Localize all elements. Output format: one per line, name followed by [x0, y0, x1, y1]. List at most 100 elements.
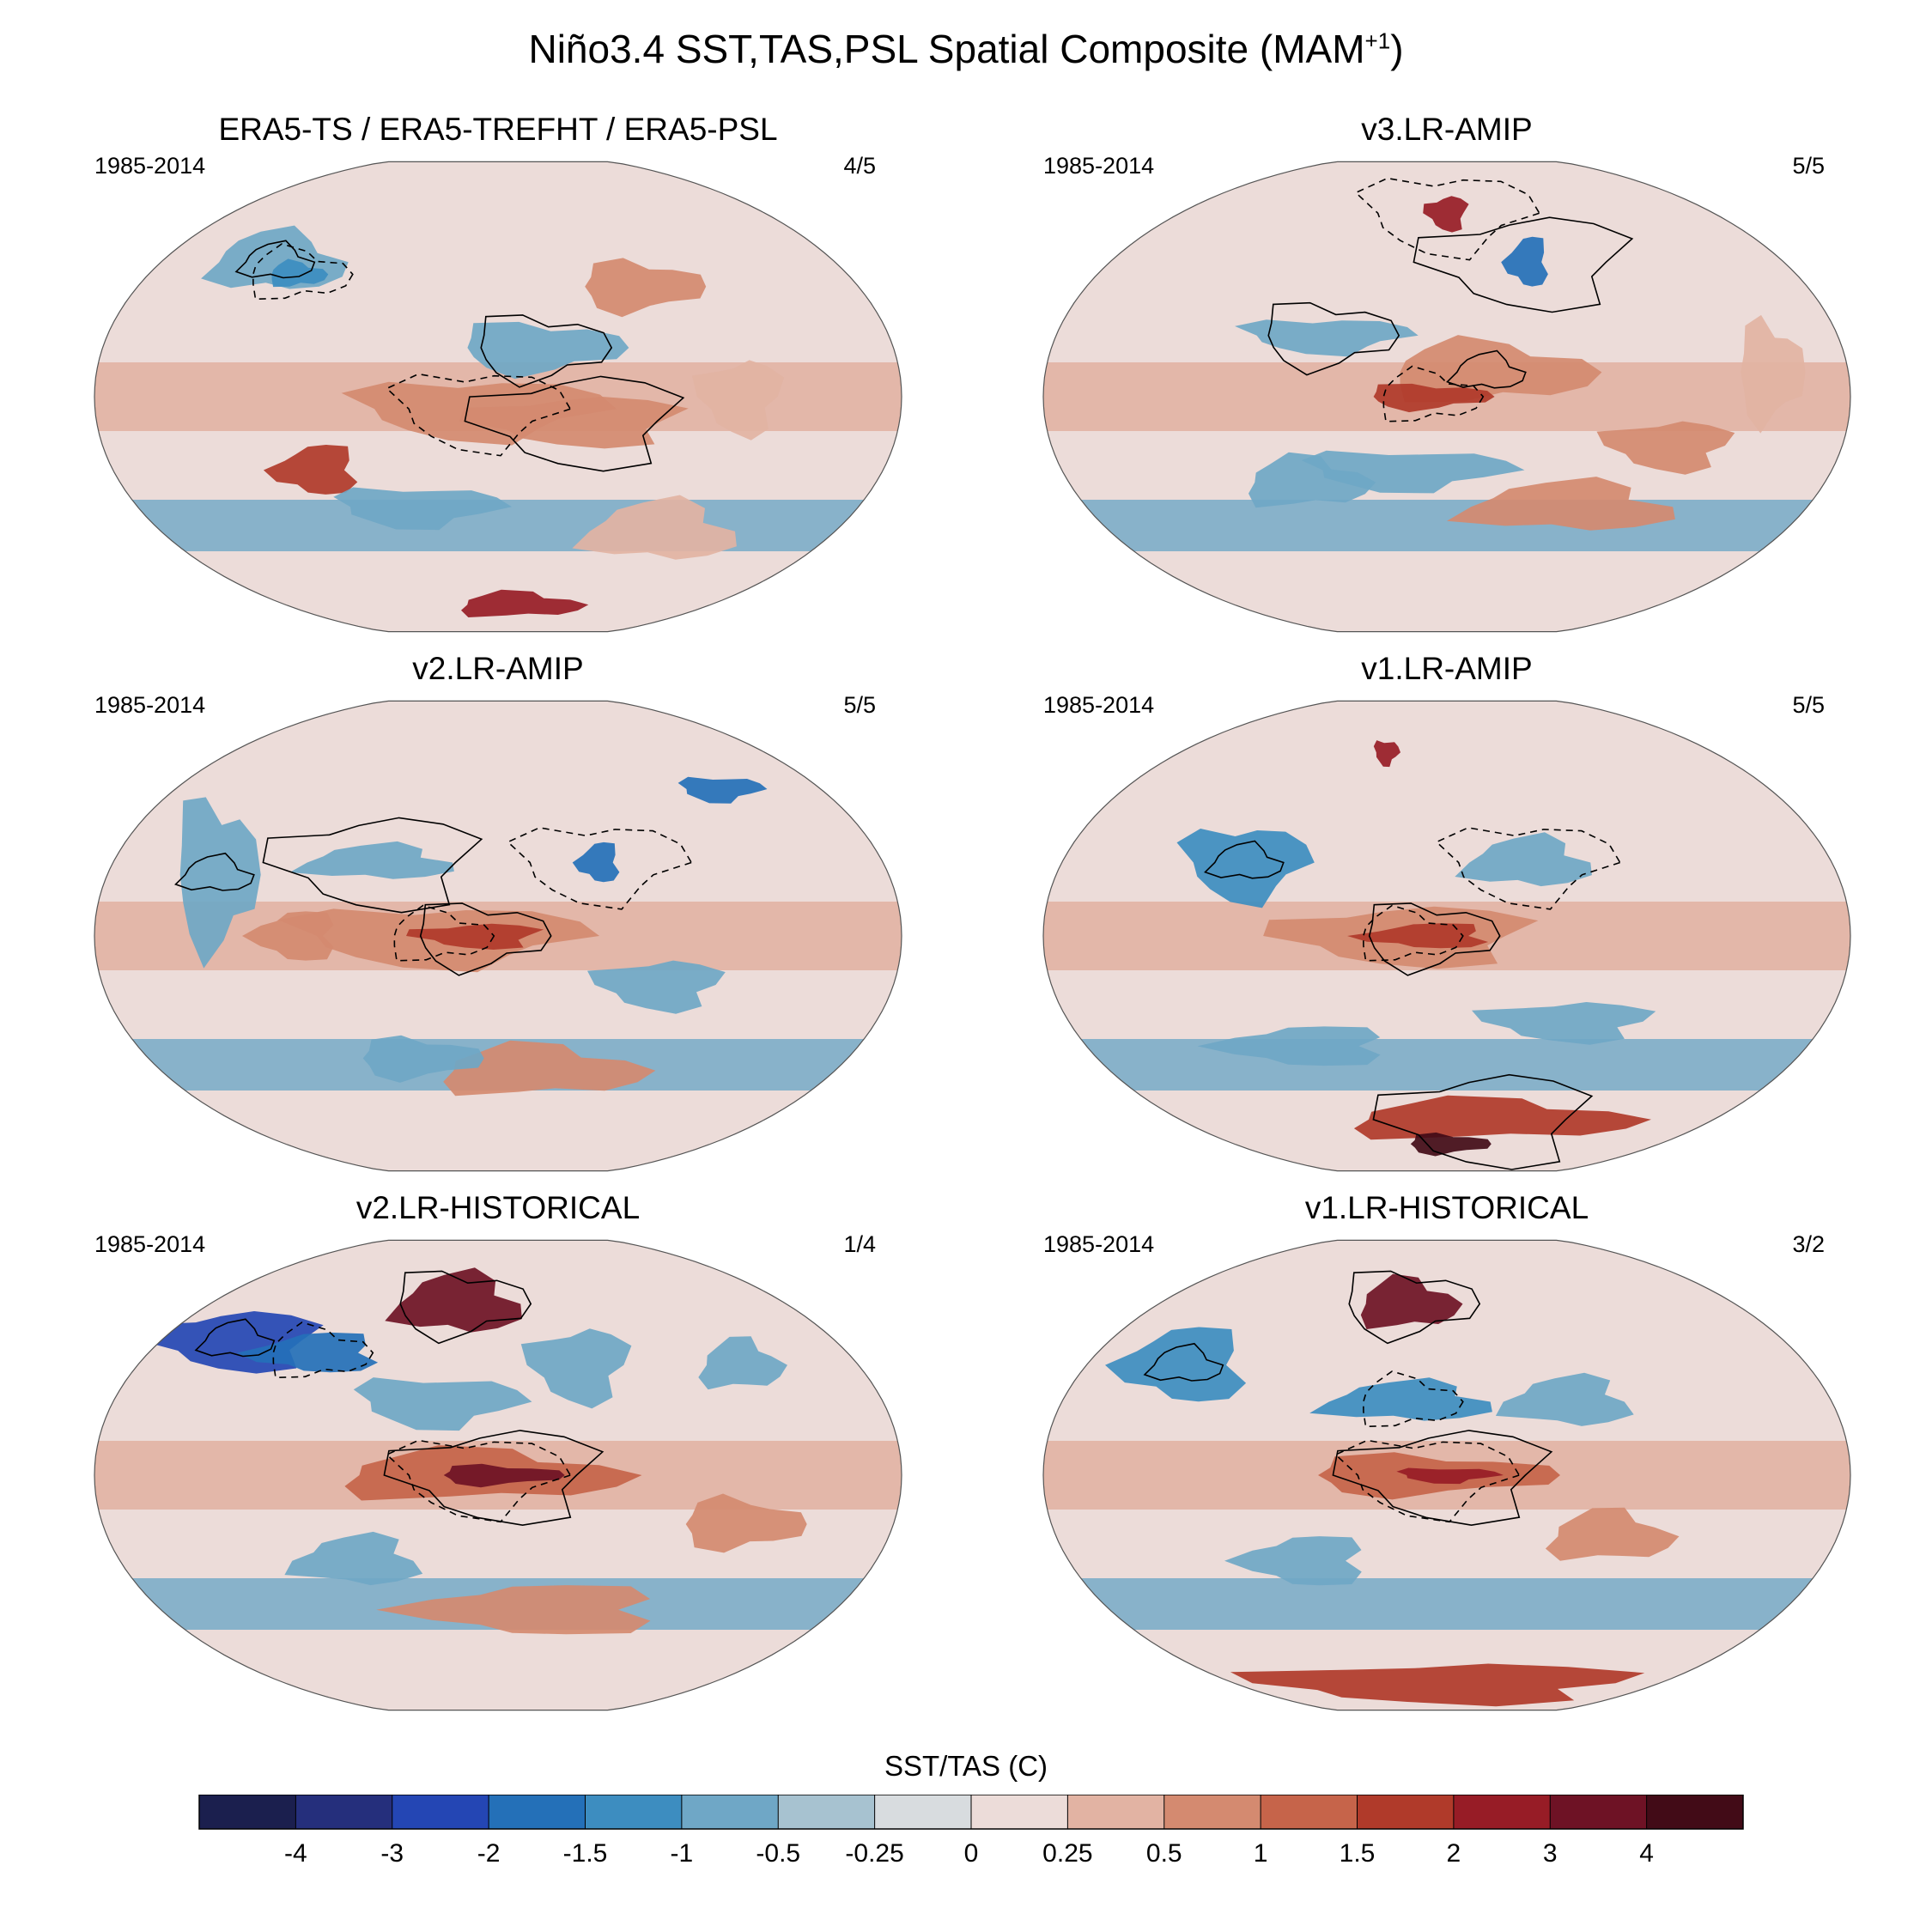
pattern-correlation-label: 3/2	[1792, 1231, 1825, 1257]
anomaly-patch	[692, 360, 785, 440]
psl-contour	[262, 817, 483, 914]
colorbar-bin	[874, 1795, 972, 1829]
psl-contour	[464, 375, 685, 472]
globe-map	[1042, 700, 1851, 1172]
colorbar-bin	[1550, 1795, 1648, 1829]
period-label: 1985-2014	[94, 1231, 206, 1257]
period-label: 1985-2014	[1043, 692, 1155, 718]
colorbar-tick-label: -1	[671, 1839, 694, 1863]
anomaly-patch	[1495, 1372, 1634, 1426]
anomaly-patch	[1197, 1026, 1381, 1066]
map-border	[1042, 1239, 1851, 1711]
anomaly-patch	[677, 776, 768, 804]
anomaly-patch	[1410, 1132, 1492, 1157]
psl-contour	[386, 1439, 572, 1523]
psl-contour	[1332, 1430, 1553, 1527]
anomaly-patch	[587, 960, 726, 1014]
anomaly-patch	[263, 445, 358, 495]
map-border	[94, 1239, 902, 1711]
anomaly-patch	[459, 397, 689, 449]
panel-title: v3.LR-AMIP	[1361, 112, 1533, 147]
colorbar-bin	[295, 1795, 393, 1829]
colorbar-tick-label: -0.5	[756, 1839, 800, 1863]
anomaly-patch	[1176, 829, 1315, 908]
colorbar: -4 -3 -2 -1.5 -1 -0.5 -0.25 0 0.25 0.5 1 1.5 2 3 4	[198, 1795, 1744, 1863]
anomaly-patch	[1224, 1536, 1362, 1586]
anomaly-band	[1043, 1039, 1850, 1091]
colorbar-tick-label: 0	[964, 1839, 979, 1863]
colorbar-bin	[681, 1795, 779, 1829]
psl-contour	[1372, 1073, 1594, 1170]
anomaly-patch	[1309, 1377, 1492, 1421]
psl-contour	[194, 1318, 276, 1358]
colorbar-tick-label: 3	[1543, 1839, 1558, 1863]
map-border	[1042, 700, 1851, 1172]
pattern-correlation-label: 5/5	[1792, 153, 1825, 179]
panel-v3-amip: v3.LR-AMIP 1985-2014 5/5	[1035, 112, 1859, 644]
anomaly-patch	[1230, 1663, 1645, 1707]
anomaly-patch	[1455, 832, 1592, 887]
anomaly-patch	[467, 321, 629, 380]
anomaly-patch	[353, 1377, 532, 1431]
colorbar-bin	[392, 1795, 489, 1829]
globe-map	[94, 700, 902, 1172]
colorbar-bin	[971, 1795, 1068, 1829]
anomaly-patch	[179, 797, 261, 969]
panel-title: v2.LR-AMIP	[412, 651, 584, 686]
colorbar-bin	[1453, 1795, 1551, 1829]
period-label: 1985-2014	[94, 692, 206, 718]
anomaly-patch	[1373, 383, 1495, 413]
anomaly-patch	[406, 923, 544, 950]
psl-contour	[1348, 1270, 1481, 1345]
psl-contour	[386, 373, 572, 457]
anomaly-patch	[461, 589, 589, 617]
psl-contour	[480, 314, 613, 388]
colorbar-bin	[489, 1795, 586, 1829]
anomaly-patch	[443, 1463, 565, 1488]
colorbar-tick-label: -1.5	[563, 1839, 608, 1863]
anomaly-patch	[376, 1585, 651, 1635]
anomaly-patch	[1353, 1095, 1651, 1140]
colorbar-tick-label: 0.25	[1042, 1839, 1092, 1863]
globe-map	[1042, 1239, 1851, 1711]
colorbar-tick-label: 4	[1639, 1839, 1654, 1863]
anomaly-patch	[271, 258, 329, 288]
psl-contour	[1267, 301, 1400, 376]
psl-contour	[1143, 1342, 1224, 1382]
psl-contour	[1354, 177, 1540, 261]
anomaly-patch	[1423, 196, 1469, 233]
colorbar-tick-label: 0.5	[1146, 1839, 1182, 1863]
colorbar-bin	[1261, 1795, 1358, 1829]
psl-contour	[1382, 365, 1485, 422]
globe-map	[1042, 161, 1851, 633]
psl-contour	[507, 827, 693, 910]
anomaly-patch	[1105, 1327, 1247, 1402]
colorbar-bin	[585, 1795, 683, 1829]
psl-contour	[1204, 840, 1285, 879]
globe-map	[94, 161, 902, 633]
psl-contour	[1435, 827, 1621, 910]
colorbar-tick-label: 2	[1447, 1839, 1461, 1863]
psl-contour	[383, 1430, 605, 1527]
colorbar-bin	[778, 1795, 876, 1829]
anomaly-band	[1043, 1578, 1850, 1630]
anomaly-patch	[443, 1040, 656, 1097]
anomaly-patch	[585, 258, 707, 318]
anomaly-patch	[289, 841, 454, 879]
panel-title: v1.LR-AMIP	[1361, 651, 1533, 686]
panel-v2-historical: v2.LR-HISTORICAL 1985-2014 1/4	[86, 1190, 910, 1722]
psl-contour	[1368, 902, 1501, 976]
colorbar-tick-label: -4	[284, 1839, 307, 1863]
anomaly-patch	[1472, 1002, 1656, 1045]
anomaly-patch	[1373, 740, 1400, 768]
anomaly-patch	[1501, 236, 1548, 287]
anomaly-patch	[1301, 450, 1525, 494]
panel-title: v1.LR-HISTORICAL	[1304, 1190, 1589, 1225]
colorbar-title: SST/TAS (C)	[884, 1750, 1048, 1782]
panel-v1-historical: v1.LR-HISTORICAL 1985-2014 3/2	[1035, 1190, 1859, 1722]
colorbar-tick-label: -3	[380, 1839, 404, 1863]
psl-contour	[393, 904, 495, 962]
colorbar-bin	[1067, 1795, 1165, 1829]
panel-era5: ERA5-TS / ERA5-TREFHT / ERA5-PSL 1985-20…	[86, 112, 910, 644]
colorbar-tick-label: 1.5	[1340, 1839, 1376, 1863]
